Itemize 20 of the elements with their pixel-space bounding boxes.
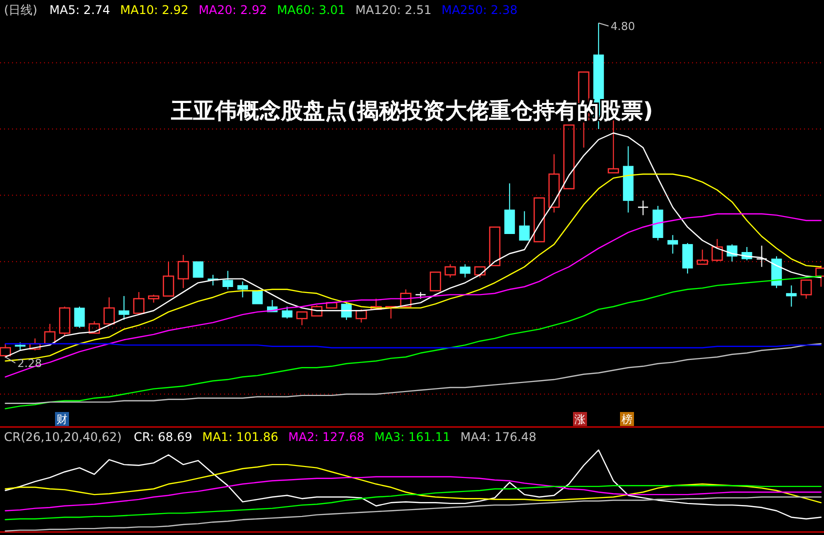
chart-title: CR(26,10,20,40,62)	[4, 430, 122, 444]
text: MA10: 2.92	[120, 3, 189, 17]
text: MA250: 2.38	[441, 3, 518, 17]
candlestick	[222, 270, 234, 290]
text: MA4: 176.48	[460, 430, 536, 444]
candlestick	[756, 245, 768, 268]
candlestick	[667, 234, 678, 254]
chart-title: (日线)	[4, 3, 38, 17]
text: MA3: 161.11	[374, 430, 450, 444]
series-label: CR: 68.69	[134, 430, 192, 444]
text: MA5: 2.74	[49, 3, 110, 17]
text: MA2: 127.68	[288, 430, 364, 444]
series-label: MA1: 101.86	[202, 430, 278, 444]
candlestick	[786, 284, 797, 308]
text: MA60: 3.01	[277, 3, 346, 17]
candlestick	[622, 146, 634, 214]
annotation: 2.28	[17, 357, 42, 370]
annotation: 4.80	[610, 20, 636, 33]
text: MA20: 2.92	[198, 3, 267, 17]
text: MA120: 2.51	[355, 3, 432, 17]
